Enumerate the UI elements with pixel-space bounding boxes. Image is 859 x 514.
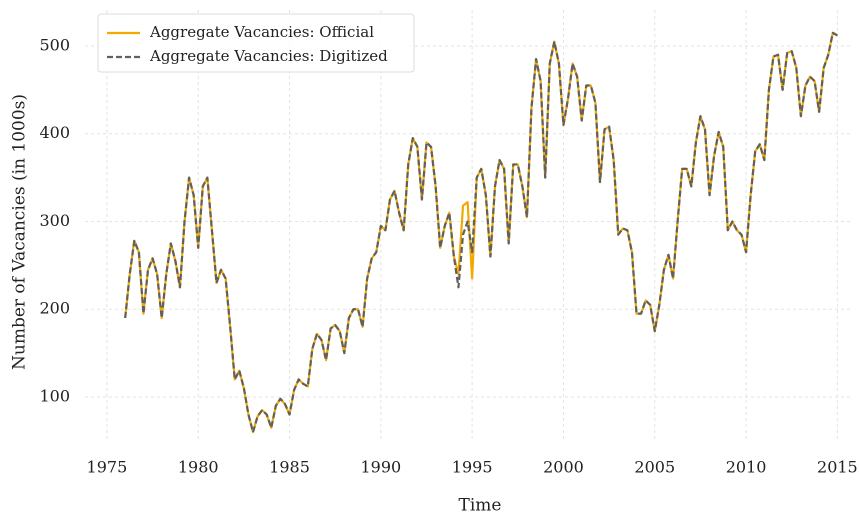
- y-axis-label: Number of Vacancies (in 1000s): [10, 94, 30, 370]
- x-tick-label: 1985: [269, 458, 310, 477]
- x-axis-label: Time: [459, 496, 502, 514]
- series-line: [124, 31, 838, 434]
- legend: Aggregate Vacancies: Official Aggregate V…: [97, 13, 415, 73]
- legend-label: Aggregate Vacancies: Official: [149, 23, 374, 41]
- y-tick-label: 300: [39, 211, 70, 230]
- series-line: [124, 31, 838, 434]
- x-tick-label: 1975: [87, 458, 128, 477]
- x-tick-label: 2000: [543, 458, 584, 477]
- y-tick-label: 100: [39, 387, 70, 406]
- x-tick-label: 1980: [178, 458, 219, 477]
- y-tick-label: 500: [39, 35, 70, 54]
- x-tick-label: 2005: [634, 458, 675, 477]
- x-tick-label: 2010: [726, 458, 767, 477]
- legend-label: Aggregate Vacancies: Digitized: [149, 47, 388, 65]
- legend-box: [97, 13, 415, 73]
- x-tick-label: 2015: [817, 458, 858, 477]
- x-tick-label: 1995: [452, 458, 493, 477]
- x-tick-label: 1990: [360, 458, 401, 477]
- y-tick-label: 200: [39, 299, 70, 318]
- y-tick-label: 400: [39, 123, 70, 142]
